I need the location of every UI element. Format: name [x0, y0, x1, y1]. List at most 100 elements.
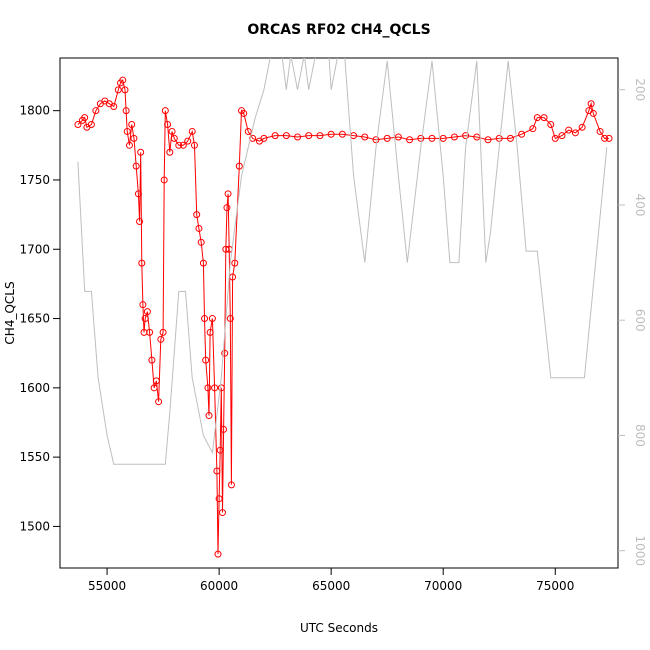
data-point: [170, 134, 178, 142]
data-point: [190, 141, 198, 149]
data-point: [141, 315, 149, 323]
data-point: [450, 133, 458, 141]
data-point: [179, 141, 187, 149]
data-point: [213, 467, 221, 475]
data-point: [168, 127, 176, 135]
data-point: [199, 259, 207, 267]
plot-box: [59, 57, 619, 569]
data-point: [123, 127, 131, 135]
data-point: [601, 134, 609, 142]
data-point: [227, 481, 235, 489]
data-point: [161, 107, 169, 115]
data-point: [216, 446, 224, 454]
y-tick-label: 1500: [19, 519, 50, 533]
data-point: [428, 134, 436, 142]
data-point: [205, 412, 213, 420]
data-point: [74, 121, 82, 129]
data-point: [193, 211, 201, 219]
data-point: [122, 107, 130, 115]
data-point: [128, 121, 136, 129]
data-point: [294, 133, 302, 141]
data-point: [529, 125, 537, 133]
data-point: [518, 130, 526, 138]
data-point: [204, 384, 212, 392]
data-point: [136, 218, 144, 226]
data-point: [143, 308, 151, 316]
data-point: [218, 509, 226, 517]
y2-tick-label: 600: [633, 309, 647, 332]
data-point: [605, 134, 613, 142]
data-point: [484, 136, 492, 144]
y-tick-label: 1600: [19, 381, 50, 395]
data-point: [224, 190, 232, 198]
data-point: [551, 134, 559, 142]
data-point: [137, 148, 145, 156]
data-point: [305, 132, 313, 140]
data-point: [139, 301, 147, 309]
data-point: [547, 121, 555, 129]
data-point: [406, 136, 414, 144]
data-point: [327, 130, 335, 138]
data-point: [394, 133, 402, 141]
data-point: [81, 114, 89, 122]
data-point: [188, 127, 196, 135]
data-point: [175, 141, 183, 149]
data-point: [166, 148, 174, 156]
data-point: [226, 315, 234, 323]
data-point: [121, 86, 129, 94]
data-point: [338, 130, 346, 138]
data-point: [540, 114, 548, 122]
plot-area: [74, 58, 613, 558]
y-tick-label: 1700: [19, 242, 50, 256]
data-point: [235, 162, 243, 170]
data-point: [110, 103, 118, 111]
data-point: [146, 328, 154, 336]
data-point: [578, 123, 586, 131]
data-point: [316, 132, 324, 140]
data-point: [119, 76, 127, 84]
y-tick-label: 1750: [19, 173, 50, 187]
data-point: [462, 132, 470, 140]
data-point: [495, 134, 503, 142]
data-point: [214, 550, 222, 558]
data-point: [533, 114, 541, 122]
data-point: [240, 109, 248, 117]
y-tick-label: 1650: [19, 312, 50, 326]
y2-tick-label: 400: [633, 193, 647, 216]
data-point: [361, 133, 369, 141]
data-point: [372, 136, 380, 144]
data-point: [130, 134, 138, 142]
data-point: [215, 495, 223, 503]
data-point: [271, 132, 279, 140]
data-point: [92, 107, 100, 115]
data-point: [201, 315, 209, 323]
data-point: [589, 109, 597, 117]
data-point: [223, 204, 231, 212]
data-point: [439, 134, 447, 142]
data-point: [244, 127, 252, 135]
data-point: [150, 384, 158, 392]
data-point: [125, 141, 133, 149]
y-tick-label: 1550: [19, 450, 50, 464]
data-point: [195, 224, 203, 232]
data-point: [134, 190, 142, 198]
data-point: [596, 127, 604, 135]
x-tick-label: 70000: [424, 579, 462, 593]
data-point: [587, 100, 595, 108]
x-tick-label: 55000: [88, 579, 126, 593]
data-point: [160, 176, 168, 184]
data-point: [211, 384, 219, 392]
data-point: [159, 328, 167, 336]
data-line: [77, 58, 608, 465]
data-point: [249, 134, 257, 142]
data-point: [138, 259, 146, 267]
data-point: [184, 137, 192, 145]
data-line: [77, 79, 609, 555]
data-point: [383, 134, 391, 142]
data-point: [571, 129, 579, 137]
y-tick-label: 1800: [19, 104, 50, 118]
data-point: [417, 134, 425, 142]
data-point: [221, 349, 229, 357]
data-point: [558, 132, 566, 140]
